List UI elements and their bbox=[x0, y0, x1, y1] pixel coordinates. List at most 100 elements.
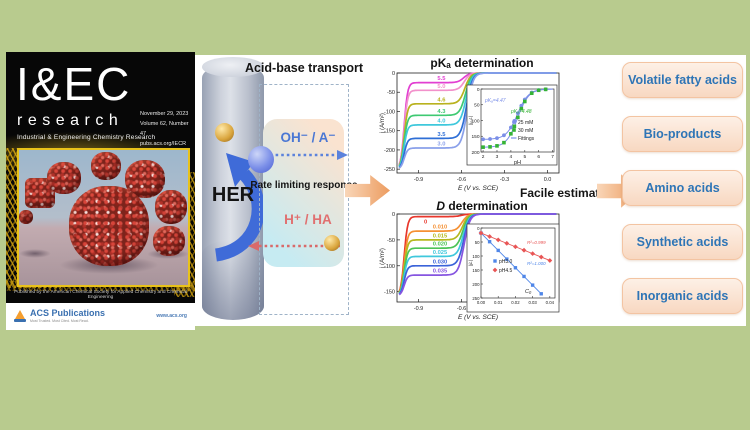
cover-issue-info: November 29, 2023 Volume 62, Number 47 p… bbox=[140, 109, 195, 149]
cover-date: November 29, 2023 bbox=[140, 111, 189, 117]
svg-text:0.030: 0.030 bbox=[433, 259, 448, 265]
molecule-cluster bbox=[155, 190, 187, 224]
publisher-url: www.acs.org bbox=[156, 313, 187, 319]
svg-text:-250: -250 bbox=[384, 167, 395, 173]
svg-text:Fittings: Fittings bbox=[518, 136, 535, 142]
molecule-cluster bbox=[19, 210, 33, 224]
electrode-cylinder-top bbox=[202, 57, 264, 77]
proton-acid-label: H⁺ / HA bbox=[284, 212, 332, 227]
svg-text:pKₐ=4.47: pKₐ=4.47 bbox=[484, 98, 506, 104]
svg-text:100: 100 bbox=[472, 254, 480, 259]
svg-text:0.01: 0.01 bbox=[494, 300, 503, 305]
svg-text:6: 6 bbox=[537, 154, 540, 160]
journal-cover: I&EC research Industrial & Engineering C… bbox=[6, 52, 195, 330]
molecule-cluster bbox=[153, 226, 185, 256]
transport-title: Acid-base transport bbox=[244, 61, 364, 75]
svg-text:7: 7 bbox=[551, 154, 554, 160]
gold-sphere-icon bbox=[215, 123, 234, 142]
her-cycle-arrow-icon bbox=[214, 153, 265, 262]
cover-volume: Volume 62, Number 47 bbox=[140, 121, 189, 137]
svg-text:0.00: 0.00 bbox=[477, 300, 486, 305]
svg-text:0.03: 0.03 bbox=[528, 300, 537, 305]
facile-estimation-label: Facile estimation bbox=[520, 186, 618, 200]
svg-text:-0.6: -0.6 bbox=[457, 177, 466, 183]
svg-text:0: 0 bbox=[477, 87, 480, 93]
her-label: HER bbox=[211, 184, 255, 206]
svg-text:30 mM: 30 mM bbox=[518, 128, 533, 134]
hydroxide-out-arrow-icon bbox=[270, 150, 348, 160]
svg-text:4.0: 4.0 bbox=[437, 118, 445, 124]
svg-text:50: 50 bbox=[475, 240, 480, 245]
catalyst-sphere-icon bbox=[248, 146, 274, 173]
svg-text:5.5: 5.5 bbox=[437, 76, 446, 82]
svg-text:0.020: 0.020 bbox=[433, 242, 448, 248]
svg-text:0: 0 bbox=[477, 226, 480, 231]
svg-text:R²=0.999: R²=0.999 bbox=[527, 240, 546, 245]
svg-text:E (V vs. SCE): E (V vs. SCE) bbox=[458, 185, 498, 192]
svg-text:150: 150 bbox=[472, 268, 480, 273]
publisher-name: ACS Publications bbox=[30, 308, 106, 318]
svg-text:50: 50 bbox=[474, 103, 480, 109]
svg-text:-0.9: -0.9 bbox=[414, 306, 423, 312]
molecule-cluster bbox=[47, 162, 81, 194]
journal-title: I&EC bbox=[16, 58, 132, 110]
svg-text:-100: -100 bbox=[384, 264, 395, 270]
svg-text:4: 4 bbox=[510, 154, 513, 160]
svg-text:150: 150 bbox=[471, 134, 479, 140]
svg-text:-100: -100 bbox=[384, 109, 395, 115]
svg-text:pKₐ determination: pKₐ determination bbox=[430, 56, 533, 70]
molecule-cluster-main bbox=[69, 186, 149, 266]
svg-text:-150: -150 bbox=[384, 290, 395, 296]
svg-text:0.015: 0.015 bbox=[433, 233, 448, 239]
nanoparticle-artwork bbox=[17, 148, 190, 287]
acs-logo-triangle bbox=[15, 310, 25, 319]
svg-text:pKₐ=4.48: pKₐ=4.48 bbox=[510, 109, 532, 115]
svg-text:|j₀,L|: |j₀,L| bbox=[468, 116, 473, 125]
svg-text:2: 2 bbox=[482, 154, 485, 160]
svg-text:4.3: 4.3 bbox=[437, 109, 446, 115]
acs-logo-bar bbox=[14, 319, 26, 322]
acs-logo-icon bbox=[14, 309, 27, 322]
molecule-cluster bbox=[91, 152, 121, 180]
svg-text:-0.9: -0.9 bbox=[414, 177, 423, 183]
svg-text:250: 250 bbox=[472, 296, 480, 301]
cover-url: pubs.acs.org/IECR bbox=[140, 141, 187, 147]
journal-subtitle: Industrial & Engineering Chemistry Resea… bbox=[17, 134, 156, 141]
acid-box-volatile-fatty-acids: Volatile fatty acids bbox=[622, 62, 743, 98]
cluster-shadow bbox=[19, 249, 51, 258]
svg-text:0.02: 0.02 bbox=[511, 300, 520, 305]
gold-sphere-icon bbox=[324, 235, 340, 251]
svg-text:-0.6: -0.6 bbox=[457, 306, 466, 312]
acid-box-inorganic-acids: Inorganic acids bbox=[622, 278, 743, 314]
svg-text:0.0: 0.0 bbox=[544, 177, 552, 183]
svg-text:4.6: 4.6 bbox=[437, 97, 446, 103]
svg-text:25 mM: 25 mM bbox=[518, 120, 533, 126]
svg-text:D determination: D determination bbox=[436, 199, 527, 213]
svg-text:-0.3: -0.3 bbox=[500, 177, 509, 183]
svg-text:j (A/m²): j (A/m²) bbox=[380, 113, 386, 134]
hydroxide-anion-label: OH⁻ / A⁻ bbox=[280, 130, 336, 145]
svg-text:0: 0 bbox=[392, 212, 395, 218]
svg-text:3.0: 3.0 bbox=[437, 142, 445, 148]
svg-text:R²=1.000: R²=1.000 bbox=[527, 261, 546, 266]
svg-text:j (A/m²): j (A/m²) bbox=[380, 248, 386, 269]
svg-text:-50: -50 bbox=[387, 90, 395, 96]
svg-text:-200: -200 bbox=[384, 148, 395, 154]
svg-text:100: 100 bbox=[471, 118, 479, 124]
svg-text:3: 3 bbox=[496, 154, 499, 160]
publisher-bar: ACS Publications Most Trusted. Most Cite… bbox=[6, 303, 195, 330]
acid-box-amino-acids: Amino acids bbox=[622, 170, 743, 206]
svg-text:0: 0 bbox=[424, 220, 427, 226]
svg-text:|jL|: |jL| bbox=[468, 260, 473, 266]
svg-text:-50: -50 bbox=[387, 238, 395, 244]
svg-text:0.035: 0.035 bbox=[433, 269, 448, 275]
svg-text:0.010: 0.010 bbox=[433, 225, 448, 231]
svg-text:E (V vs. SCE): E (V vs. SCE) bbox=[458, 314, 498, 321]
d-determination-chart: D determination-0.9-0.6-0.30.00-50-100-1… bbox=[380, 199, 560, 321]
svg-text:200: 200 bbox=[472, 282, 480, 287]
svg-text:pH4.5: pH4.5 bbox=[499, 268, 513, 274]
cover-footer-text: Published by the American Chemical Socie… bbox=[14, 290, 187, 300]
svg-text:0.04: 0.04 bbox=[546, 300, 555, 305]
pka-determination-chart: pKₐ determination -0.9 -0.6 -0.3 0.0 0 -50 -100… bbox=[380, 56, 560, 192]
acid-box-synthetic-acids: Synthetic acids bbox=[622, 224, 743, 260]
